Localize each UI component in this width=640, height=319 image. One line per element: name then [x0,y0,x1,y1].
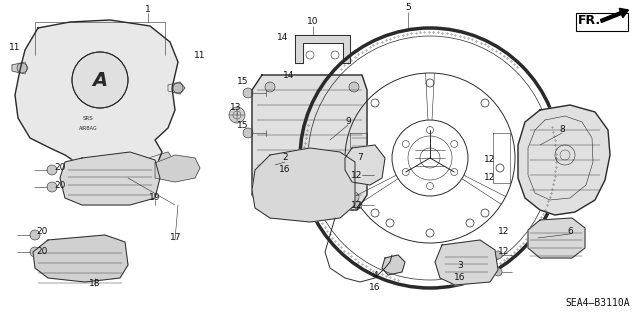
Circle shape [279,194,291,206]
Text: 18: 18 [89,278,100,287]
Circle shape [354,171,362,179]
Text: 2: 2 [282,153,288,162]
Polygon shape [155,155,200,182]
Circle shape [299,172,311,184]
Text: 6: 6 [567,226,573,235]
Circle shape [72,52,128,108]
Text: 10: 10 [307,18,319,26]
Polygon shape [15,20,178,172]
Circle shape [349,82,359,92]
Bar [576,13,628,31]
Polygon shape [33,235,128,282]
Text: 9: 9 [345,117,351,127]
Circle shape [279,176,291,188]
Text: 15: 15 [237,121,249,130]
Circle shape [243,128,253,138]
Text: 20: 20 [54,164,66,173]
Text: 11: 11 [195,50,205,60]
Text: 20: 20 [36,248,48,256]
Text: FR.: FR. [578,14,601,27]
Circle shape [494,251,502,259]
Text: 14: 14 [277,33,289,42]
Polygon shape [252,148,355,222]
Circle shape [269,162,281,174]
Text: 4: 4 [372,271,378,279]
Circle shape [30,247,40,257]
Polygon shape [528,218,585,258]
Circle shape [47,165,57,175]
Polygon shape [345,145,385,185]
Circle shape [349,192,359,202]
Text: 12: 12 [499,227,509,236]
Text: 3: 3 [457,261,463,270]
Text: 11: 11 [9,43,20,53]
Text: 20: 20 [54,182,66,190]
Text: A: A [92,70,108,90]
Polygon shape [435,240,498,285]
Text: 14: 14 [284,70,294,79]
Text: 19: 19 [149,192,161,202]
Text: 20: 20 [36,227,48,236]
Circle shape [299,191,311,203]
Polygon shape [142,152,175,175]
Circle shape [173,83,183,93]
Circle shape [494,268,502,276]
Polygon shape [518,105,610,215]
Polygon shape [295,35,350,63]
Circle shape [265,82,275,92]
Text: 15: 15 [237,78,249,86]
Circle shape [243,88,253,98]
Text: 16: 16 [279,166,291,174]
Polygon shape [168,82,185,94]
Text: 17: 17 [170,233,182,241]
Text: SRS: SRS [83,115,93,121]
Text: 12: 12 [351,201,363,210]
Text: 12: 12 [484,155,496,165]
FancyArrow shape [600,8,628,22]
Text: 5: 5 [405,4,411,12]
Text: 13: 13 [230,103,242,113]
Text: 7: 7 [357,153,363,162]
Circle shape [289,159,301,171]
Text: 12: 12 [351,170,363,180]
Text: 12: 12 [484,173,496,182]
Text: AIRBAG: AIRBAG [79,125,97,130]
Circle shape [17,63,27,73]
Text: SEA4–B3110A: SEA4–B3110A [565,298,630,308]
Text: 12: 12 [499,248,509,256]
Text: 1: 1 [145,5,151,14]
Circle shape [354,201,362,209]
Circle shape [30,230,40,240]
Circle shape [229,107,245,123]
Polygon shape [60,152,160,205]
Circle shape [47,182,57,192]
Polygon shape [12,62,28,74]
Text: 16: 16 [369,284,381,293]
Text: 8: 8 [559,125,565,135]
Text: 16: 16 [454,273,466,283]
Polygon shape [252,75,367,210]
Polygon shape [382,255,405,275]
Circle shape [265,192,275,202]
